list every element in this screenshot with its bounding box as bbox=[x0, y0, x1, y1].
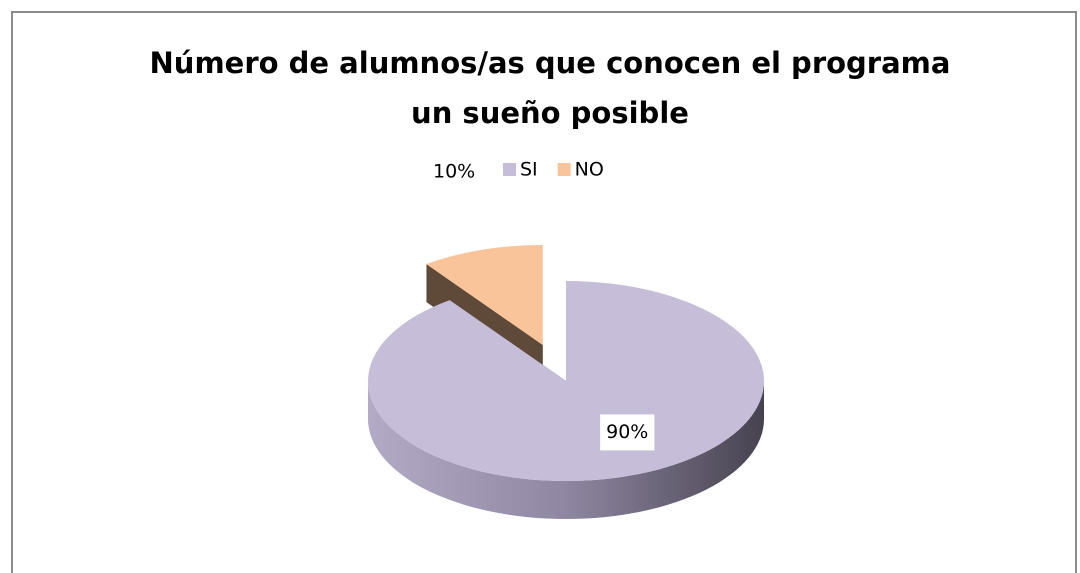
legend-label: NO bbox=[575, 159, 604, 181]
data-label: 10% bbox=[433, 161, 475, 183]
pie-slice bbox=[367, 281, 764, 481]
pie-slice bbox=[426, 244, 543, 345]
legend-label: SI bbox=[520, 159, 538, 181]
data-label-bg bbox=[600, 414, 655, 451]
chart-title: Número de alumnos/as que conocen el prog… bbox=[149, 46, 951, 130]
data-label: 90% bbox=[606, 421, 648, 443]
slice-side bbox=[368, 381, 764, 519]
legend-swatch bbox=[503, 163, 516, 176]
legend-swatch bbox=[557, 163, 571, 176]
